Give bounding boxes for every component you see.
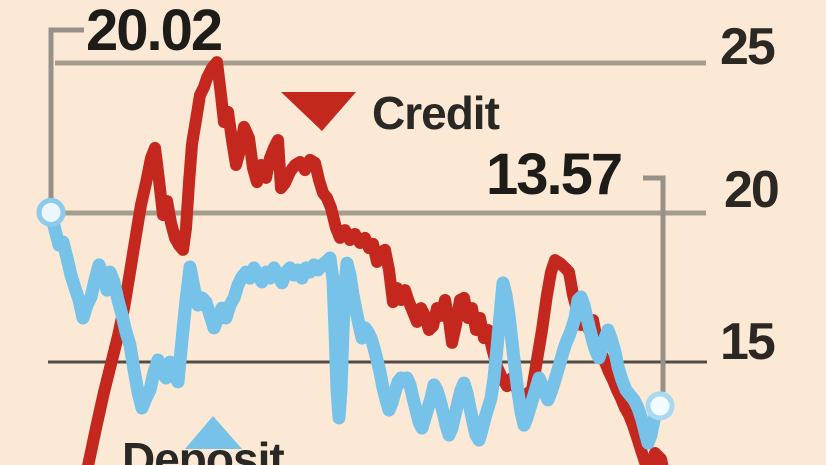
- annotation-deposit-start-value: 20.02: [86, 0, 223, 63]
- y-axis-label-15: 15: [720, 313, 776, 371]
- leader-line-deposit-start: [48, 27, 84, 199]
- credit-line: [82, 56, 669, 465]
- deposit-line: [44, 205, 667, 450]
- legend-credit-label: Credit: [372, 87, 500, 139]
- annotation-deposit-end-value: 13.57: [486, 142, 623, 207]
- deposit-start-marker: [36, 197, 66, 227]
- deposit-legend-triangle-icon: [185, 416, 242, 449]
- y-axis-label-20: 20: [724, 161, 780, 219]
- credit-legend-triangle-icon: [281, 92, 356, 131]
- deposit-endpoint-markers: [36, 197, 675, 421]
- y-axis-label-25: 25: [720, 18, 776, 76]
- leader-line-deposit-end: [643, 175, 666, 392]
- legend-deposit-label: Deposit: [122, 433, 285, 465]
- deposit-end-marker: [645, 391, 675, 421]
